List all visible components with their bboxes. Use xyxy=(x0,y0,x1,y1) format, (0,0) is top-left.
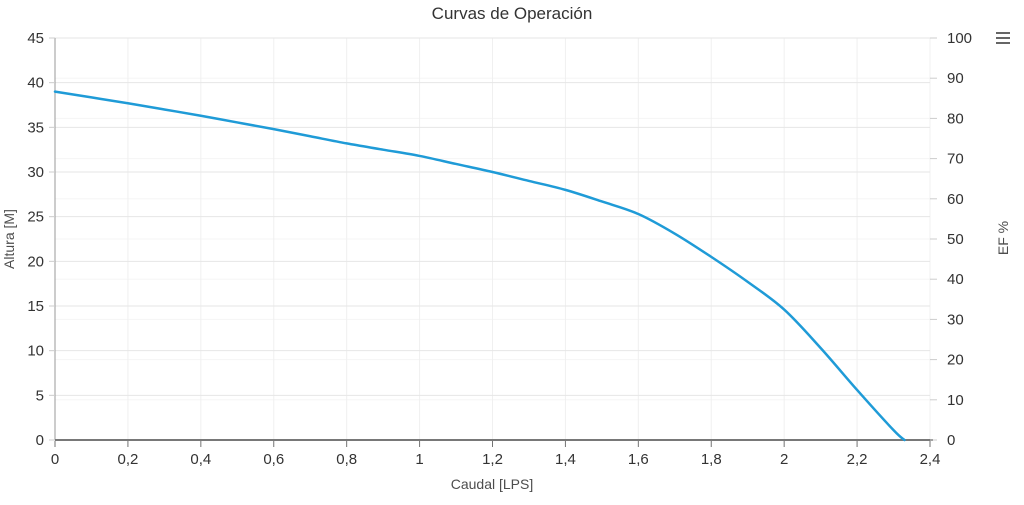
y-right-tick-label: 40 xyxy=(947,271,964,288)
y-right-tick-label: 100 xyxy=(947,30,972,47)
x-tick-label: 2,2 xyxy=(847,451,868,468)
y-left-tick-label: 10 xyxy=(27,343,44,360)
tick-marks xyxy=(49,37,937,447)
y-left-tick-label: 45 xyxy=(27,30,44,47)
x-tick-label: 0 xyxy=(51,451,59,468)
y-right-tick-label: 70 xyxy=(947,151,964,168)
y-left-tick-label: 15 xyxy=(27,298,44,315)
y-right-tick-label: 80 xyxy=(947,110,964,127)
chart-context-menu-button[interactable] xyxy=(991,28,1015,48)
x-tick-label: 2 xyxy=(780,451,788,468)
y-left-tick-label: 20 xyxy=(27,253,44,270)
y-right-tick-label: 60 xyxy=(947,191,964,208)
x-tick-label: 0,2 xyxy=(117,451,138,468)
x-tick-labels: 0 0,2 0,4 0,6 0,8 1 1,2 1,4 1,6 1,8 2 2,2 2,4 xyxy=(51,451,941,468)
x-tick-label: 1,8 xyxy=(701,451,722,468)
hamburger-icon xyxy=(996,32,1010,44)
y-right-tick-label: 90 xyxy=(947,70,964,87)
x-tick-label: 0,6 xyxy=(263,451,284,468)
y-left-tick-label: 35 xyxy=(27,119,44,136)
axis-lines xyxy=(54,38,933,441)
y-left-tick-label: 25 xyxy=(27,209,44,226)
x-tick-label: 0,8 xyxy=(336,451,357,468)
y-left-tick-label: 0 xyxy=(36,432,44,449)
curve-series[interactable] xyxy=(53,90,906,442)
y-left-tick-label: 5 xyxy=(36,387,44,404)
x-tick-label: 1,4 xyxy=(555,451,576,468)
x-tick-label: 1,6 xyxy=(628,451,649,468)
y-left-tick-label: 30 xyxy=(27,164,44,181)
y-right-tick-label: 0 xyxy=(947,432,955,449)
y-right-tick-label: 20 xyxy=(947,352,964,369)
x-tick-label: 2,4 xyxy=(920,451,941,468)
y-tick-labels-right: 0 10 20 30 40 50 60 70 80 90 100 xyxy=(947,30,972,449)
x-gridlines xyxy=(127,38,931,440)
y-right-tick-label: 30 xyxy=(947,311,964,328)
chart-title: Curvas de Operación xyxy=(431,4,593,23)
y-right-tick-label: 50 xyxy=(947,231,964,248)
y-right-tick-label: 10 xyxy=(947,392,964,409)
x-tick-label: 1 xyxy=(415,451,423,468)
x-tick-label: 0,4 xyxy=(190,451,211,468)
x-axis-title: Caudal [LPS] xyxy=(450,476,534,492)
x-tick-label: 1,2 xyxy=(482,451,503,468)
y-gridlines-left xyxy=(55,37,930,396)
y-tick-labels-left: 0 5 10 15 20 25 30 35 40 45 xyxy=(27,30,44,449)
y-left-tick-label: 40 xyxy=(27,75,44,92)
